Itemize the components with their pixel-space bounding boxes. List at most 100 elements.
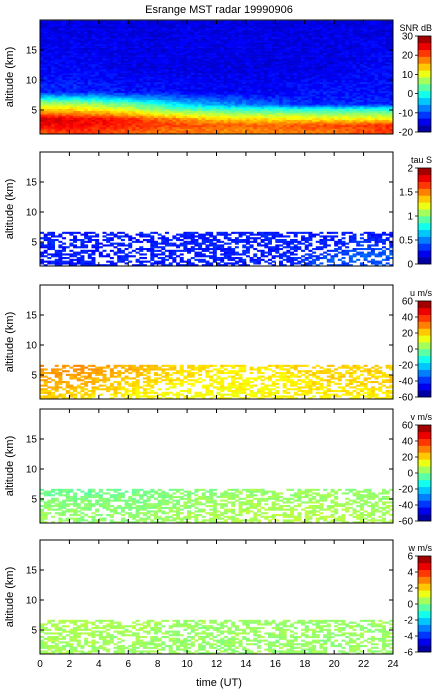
heatmap-cell (282, 67, 287, 70)
heatmap-cell (113, 24, 118, 27)
heatmap-cell (47, 31, 52, 34)
heatmap-cell (157, 27, 162, 30)
heatmap-cell (290, 58, 295, 61)
heatmap-cell (286, 110, 291, 113)
heatmap-cell (40, 125, 44, 128)
heatmap-cell (264, 44, 269, 47)
heatmap-cell (249, 78, 254, 81)
heatmap-cell (165, 99, 169, 102)
heatmap-cell (275, 65, 280, 68)
heatmap-cell (242, 33, 247, 36)
heatmap-cell (308, 62, 313, 65)
heatmap-cell (183, 99, 188, 102)
heatmap-cell (183, 69, 188, 72)
heatmap-cell (301, 33, 306, 36)
heatmap-cell (319, 89, 324, 92)
heatmap-cell (275, 80, 280, 83)
heatmap-cell (91, 126, 96, 129)
heatmap-cell (253, 85, 258, 88)
heatmap-cell (113, 54, 118, 57)
heatmap-cell (176, 128, 181, 131)
heatmap-cell (176, 49, 181, 52)
heatmap-cell (65, 27, 70, 30)
heatmap-cell (157, 29, 162, 32)
heatmap-cell (176, 80, 181, 83)
heatmap-cell (176, 67, 181, 70)
heatmap-cell (205, 20, 210, 23)
heatmap-cell (260, 78, 265, 81)
heatmap-cell (146, 103, 151, 106)
heatmap-cell (168, 116, 173, 119)
heatmap-cell (40, 76, 44, 79)
heatmap-cell (212, 110, 217, 113)
heatmap-cell (62, 67, 67, 70)
heatmap-cell (113, 42, 118, 45)
heatmap-cell (194, 36, 199, 39)
heatmap-cell (242, 49, 247, 52)
heatmap-cell (205, 26, 210, 29)
heatmap-cell (120, 67, 125, 70)
heatmap-cell (87, 105, 92, 108)
heatmap-cell (190, 45, 195, 48)
heatmap-cell (201, 117, 206, 120)
heatmap-cell (65, 78, 70, 81)
heatmap-cell (54, 98, 59, 101)
heatmap-cell (183, 89, 188, 92)
heatmap-cell (297, 44, 302, 47)
heatmap-cell (62, 81, 67, 84)
heatmap-cell (54, 89, 59, 92)
heatmap-cell (62, 125, 67, 128)
heatmap-cell (109, 80, 114, 83)
heatmap-cell (260, 31, 265, 34)
heatmap-cell (308, 33, 313, 36)
heatmap-cell (231, 33, 236, 36)
heatmap-cell (286, 58, 291, 61)
heatmap-cell (142, 24, 147, 27)
heatmap-cell (238, 40, 243, 43)
heatmap-cell (54, 63, 59, 66)
heatmap-cell (282, 126, 287, 129)
heatmap-cell (124, 53, 129, 56)
heatmap-cell (98, 108, 103, 111)
heatmap-cell (168, 36, 173, 39)
heatmap-cell (290, 20, 295, 23)
heatmap-cell (113, 35, 118, 38)
heatmap-cell (308, 27, 313, 30)
heatmap-cell (227, 110, 232, 113)
heatmap-cell (282, 128, 287, 131)
heatmap-cell (220, 125, 225, 128)
heatmap-cell (106, 42, 111, 45)
heatmap-cell (43, 94, 48, 97)
heatmap-cell (131, 35, 136, 38)
heatmap-cell (201, 101, 206, 104)
heatmap-cell (260, 36, 265, 39)
heatmap-cell (249, 35, 254, 38)
heatmap-cell (293, 83, 298, 86)
heatmap-cell (267, 132, 272, 134)
heatmap-cell (102, 45, 107, 48)
heatmap-cell (194, 53, 199, 56)
heatmap-cell (165, 105, 169, 108)
heatmap-cell (153, 80, 158, 83)
heatmap-cell (275, 27, 280, 30)
heatmap-cell (43, 42, 48, 45)
heatmap-cell (209, 130, 214, 133)
heatmap-cell (76, 125, 81, 128)
heatmap-cell (51, 72, 56, 75)
heatmap-cell (73, 98, 78, 101)
heatmap-cell (165, 117, 169, 120)
heatmap-cell (312, 27, 317, 30)
heatmap-cell (179, 26, 184, 29)
heatmap-cell (73, 123, 78, 126)
heatmap-cell (234, 22, 239, 25)
heatmap-cell (267, 72, 272, 75)
heatmap-cell (65, 123, 70, 126)
heatmap-cell (102, 29, 107, 32)
heatmap-cell (65, 94, 70, 97)
heatmap-cell (234, 26, 239, 29)
heatmap-cell (161, 94, 166, 97)
heatmap-cell (304, 60, 309, 63)
heatmap-cell (312, 83, 317, 86)
heatmap-cell (51, 125, 56, 128)
heatmap-cell (271, 130, 276, 133)
